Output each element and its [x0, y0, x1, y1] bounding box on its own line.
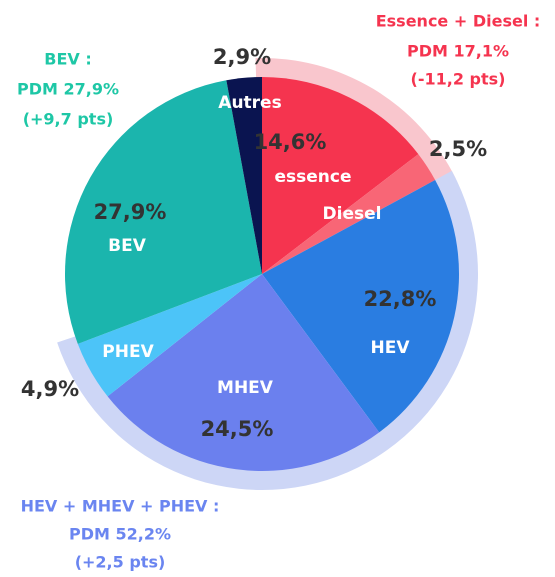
category-label: MHEV — [217, 378, 274, 398]
pie-slice — [226, 77, 262, 274]
category-label: BEV — [108, 236, 147, 256]
data-label: 24,5% — [201, 417, 274, 441]
category-label: essence — [274, 167, 351, 187]
annotation: BEV : — [44, 50, 91, 69]
pie-slice — [262, 179, 459, 433]
annotation: PDM 27,9% — [17, 80, 119, 99]
data-label: 2,9% — [213, 45, 271, 69]
annotation: HEV + MHEV + PHEV : — [21, 497, 220, 516]
category-label: Diesel — [323, 204, 382, 224]
pie-slice — [65, 80, 262, 344]
annotation: (+9,7 pts) — [23, 110, 114, 129]
data-label: 14,6% — [254, 130, 327, 154]
data-label: 2,5% — [429, 137, 487, 161]
category-label: PHEV — [102, 342, 154, 362]
annotation: Essence + Diesel : — [376, 12, 541, 31]
category-label: HEV — [371, 338, 411, 358]
pie-slice — [77, 274, 262, 397]
annotation: PDM 52,2% — [69, 525, 171, 544]
pie-slice — [262, 154, 436, 274]
data-label: 27,9% — [94, 200, 167, 224]
pie-slice — [107, 274, 380, 471]
annotation: PDM 17,1% — [407, 42, 509, 61]
pie-slice — [262, 77, 419, 274]
data-label: 22,8% — [364, 287, 437, 311]
data-label: 4,9% — [21, 377, 79, 401]
category-label: Autres — [218, 93, 281, 113]
annotation: (-11,2 pts) — [411, 70, 506, 89]
annotation: (+2,5 pts) — [75, 553, 166, 572]
